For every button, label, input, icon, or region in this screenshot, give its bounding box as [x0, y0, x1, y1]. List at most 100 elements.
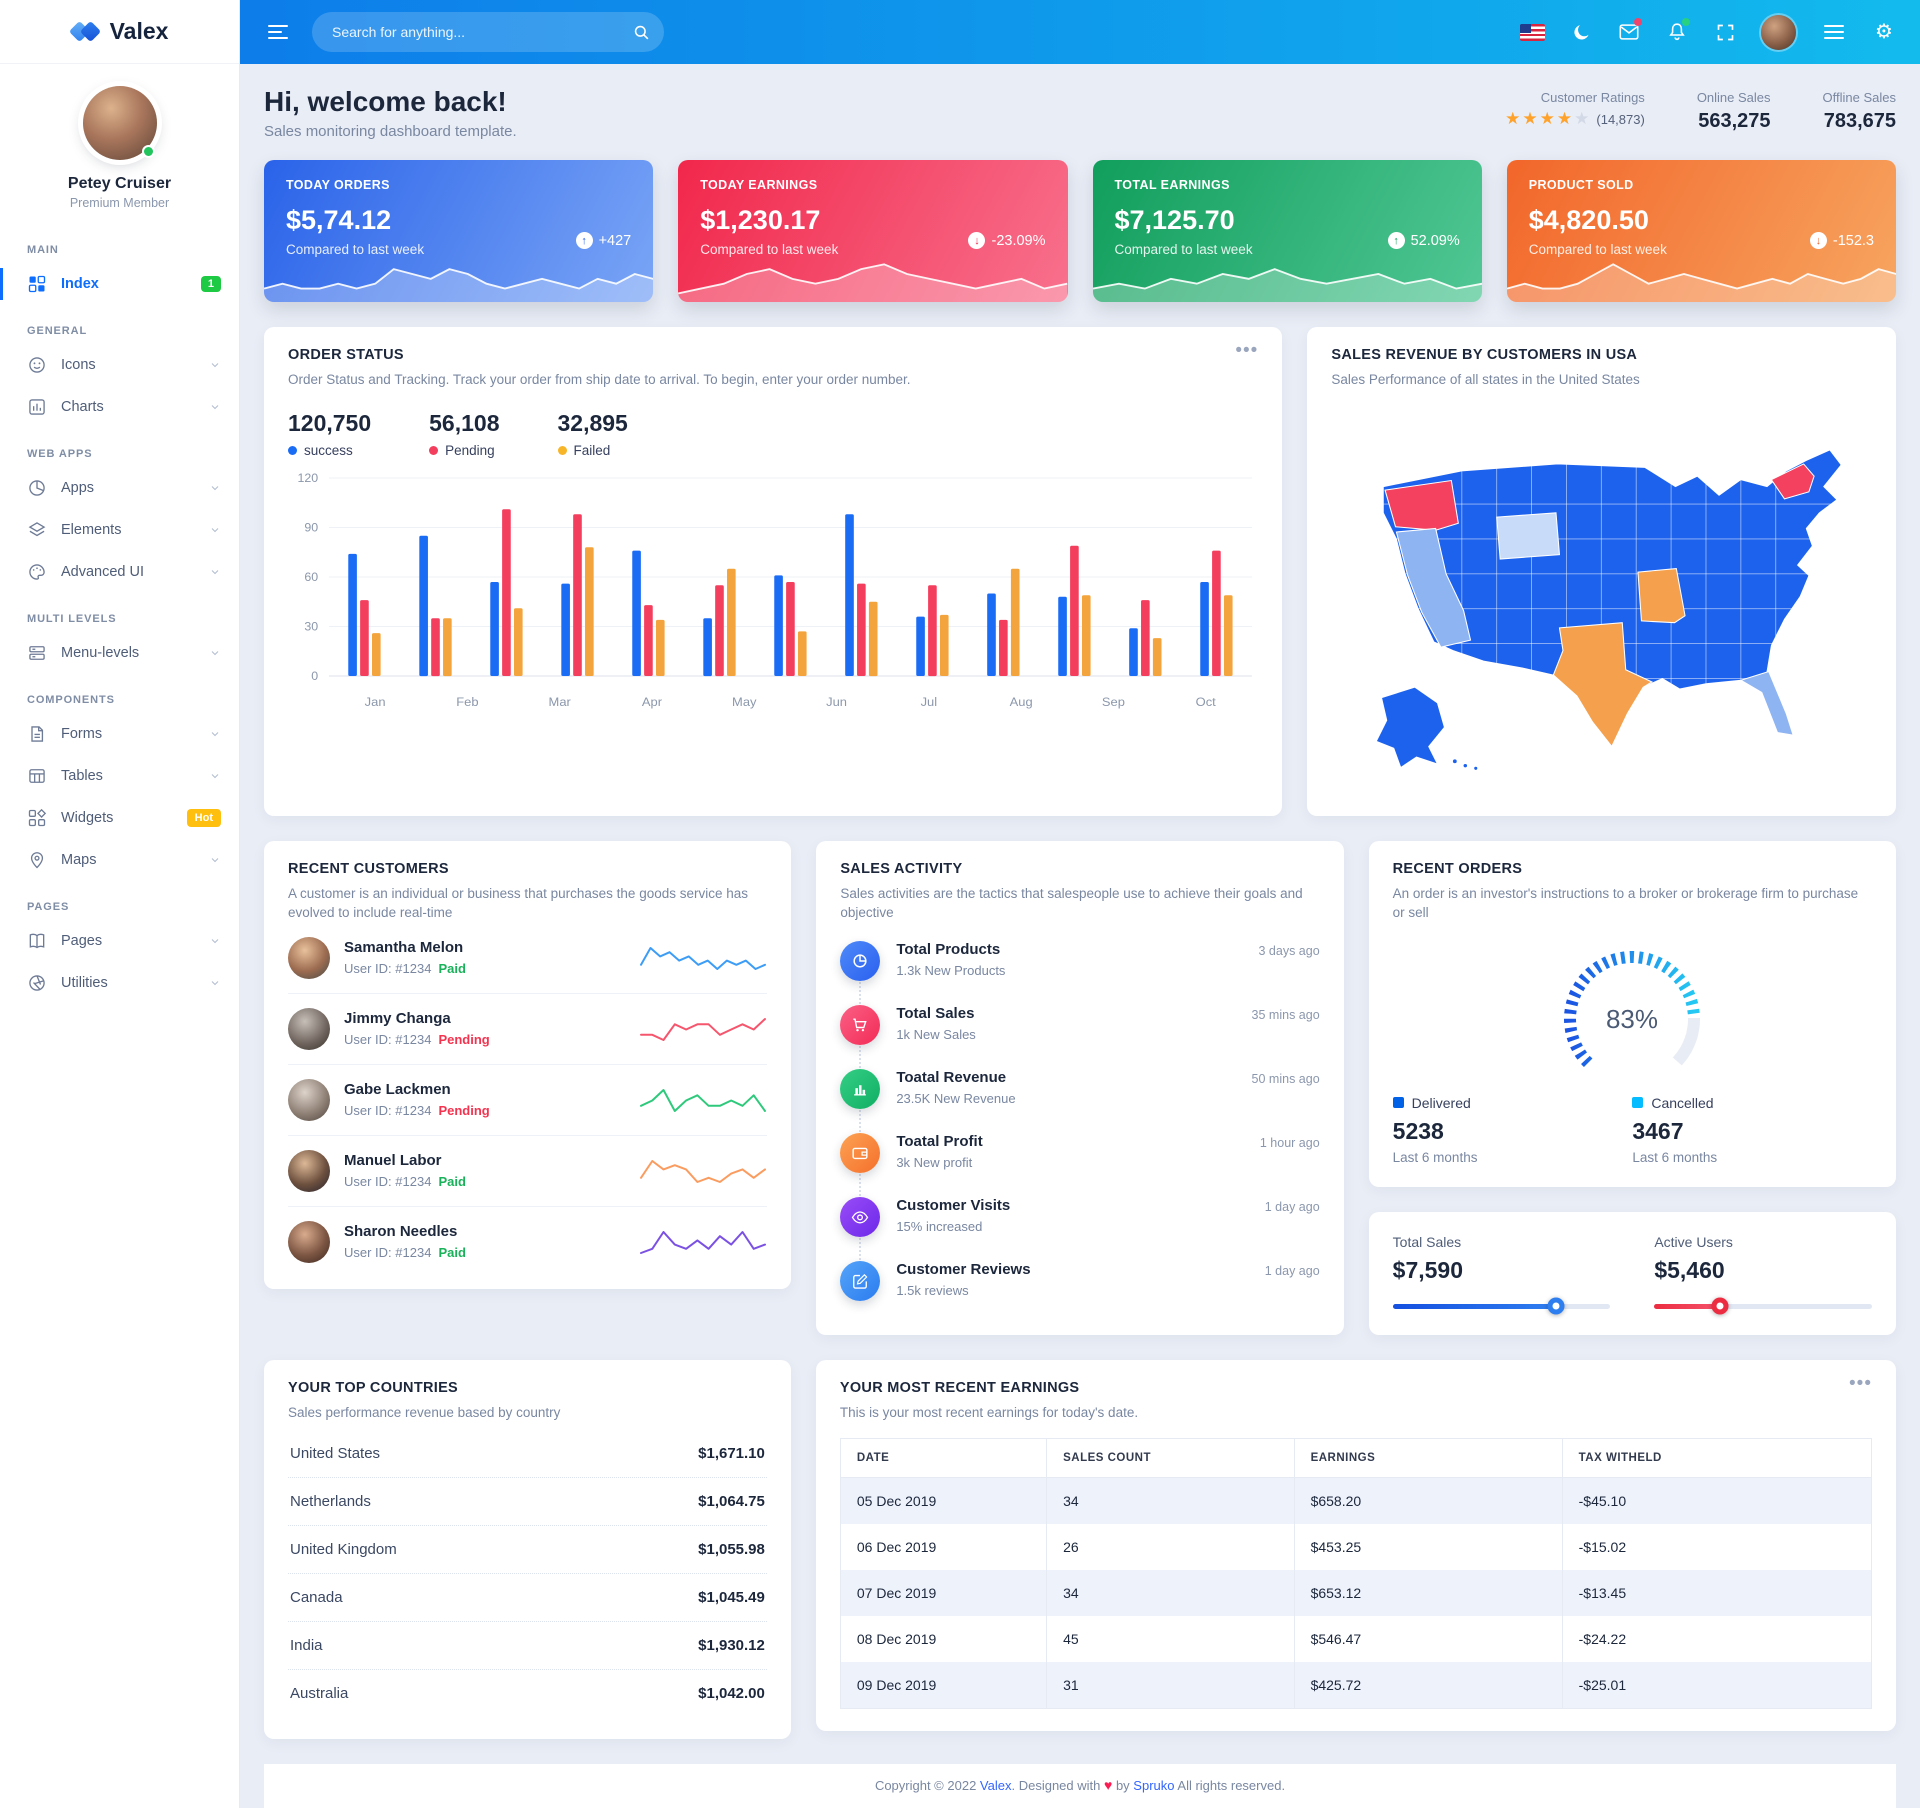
ratings-count: (14,873): [1596, 112, 1645, 127]
activity-row[interactable]: Toatal Profit 3k New profit 1 hour ago: [840, 1121, 1320, 1185]
sidebar-item-elements[interactable]: Elements: [0, 509, 239, 551]
panel-title: SALES ACTIVITY: [840, 860, 963, 877]
top-navbar: ⚙: [240, 0, 1920, 64]
sidebar-item-forms[interactable]: Forms: [0, 713, 239, 755]
panel-title: RECENT CUSTOMERS: [288, 860, 449, 877]
card-value: $4,820.50: [1528, 205, 1649, 235]
avatar: [288, 1220, 330, 1263]
total-sales-slider[interactable]: [1392, 1297, 1611, 1315]
sidebar-item-maps[interactable]: Maps: [0, 839, 239, 881]
activity-row[interactable]: Customer Reviews 1.5k reviews 1 day ago: [840, 1249, 1320, 1313]
chevron-down-icon: [209, 359, 221, 371]
right-panel-toggle-icon[interactable]: [1820, 21, 1848, 43]
more-options-icon[interactable]: •••: [1235, 340, 1259, 361]
sidebar-item-tables[interactable]: Tables: [0, 755, 239, 797]
card-value: $7,125.70: [1114, 205, 1235, 235]
svg-text:Jan: Jan: [365, 695, 386, 708]
activity-time: 1 hour ago: [1259, 1135, 1320, 1150]
sidebar-item-index[interactable]: Index 1: [0, 263, 239, 305]
svg-text:60: 60: [304, 570, 318, 583]
pie-chart-icon: [840, 940, 881, 981]
customer-row[interactable]: Samantha Melon User ID: #1234 Paid: [288, 923, 768, 994]
book-icon: [27, 931, 47, 951]
sidebar-item-label: Icons: [61, 357, 96, 373]
customer-row[interactable]: Gabe Lackmen User ID: #1234 Pending: [288, 1065, 768, 1136]
customer-row[interactable]: Jimmy Changa User ID: #1234 Pending: [288, 994, 768, 1065]
cart-icon: [840, 1004, 881, 1045]
sidebar-item-utilities[interactable]: Utilities: [0, 962, 239, 1004]
panel-desc: Sales activities are the tactics that sa…: [840, 885, 1303, 921]
order-status-bar-chart: 0 30 60 90 120 Jan Feb Mar Apr May Jun Jul Aug Sep Oct: [298, 471, 1252, 708]
panel-title: SALES REVENUE BY CUSTOMERS IN USA: [1331, 347, 1638, 363]
card-delta: ↓ -23.09%: [968, 232, 1046, 249]
sidebar-menu: MAIN Index 1 GENERAL Icons Charts WEB AP…: [0, 220, 239, 1028]
star-icon: ★: [1539, 109, 1557, 128]
footer-vendor-link[interactable]: Spruko: [1133, 1778, 1175, 1794]
widgets-icon: [27, 808, 47, 828]
sidebar-item-icons[interactable]: Icons: [0, 344, 239, 386]
product-sold-card[interactable]: PRODUCT SOLD $4,820.50 Compared to last …: [1506, 160, 1896, 302]
page-subtitle: Sales monitoring dashboard template.: [264, 123, 517, 140]
main-area: ⚙ Hi, welcome back! Sales monitoring das…: [240, 0, 1920, 1808]
widgets-hot-badge: Hot: [186, 809, 221, 827]
state-california: [1396, 527, 1472, 648]
footer-brand-link[interactable]: Valex: [979, 1778, 1012, 1794]
sidebar-item-pages[interactable]: Pages: [0, 920, 239, 962]
customer-row[interactable]: Manuel Labor User ID: #1234 Paid: [288, 1136, 768, 1207]
sidebar-item-charts[interactable]: Charts: [0, 386, 239, 428]
language-flag-icon[interactable]: [1520, 23, 1545, 41]
profile-avatar[interactable]: [82, 86, 157, 160]
search-icon[interactable]: [626, 17, 656, 47]
sidebar-item-menu-levels[interactable]: Menu-levels: [0, 632, 239, 674]
fullscreen-icon[interactable]: [1713, 20, 1737, 44]
today-orders-card[interactable]: TODAY ORDERS $5,74.12 Compared to last w…: [264, 160, 654, 302]
card-value: $5,74.12: [286, 205, 392, 235]
usa-choropleth-map[interactable]: [1331, 406, 1872, 794]
dark-mode-moon-icon[interactable]: [1569, 20, 1593, 44]
more-options-icon[interactable]: •••: [1849, 1372, 1872, 1394]
profile-name: Petey Cruiser: [67, 175, 172, 192]
global-search: [312, 12, 664, 52]
menu-section-main: MAIN: [27, 244, 59, 256]
activity-row[interactable]: Total Products 1.3k New Products 3 days a…: [840, 929, 1320, 993]
activity-row[interactable]: Customer Visits 15% increased 1 day ago: [840, 1185, 1320, 1249]
activity-row[interactable]: Total Sales 1k New Sales 35 mins ago: [840, 993, 1320, 1057]
total-earnings-card[interactable]: TOTAL EARNINGS $7,125.70 Compared to las…: [1092, 160, 1482, 302]
star-icon: ★: [1522, 109, 1540, 128]
settings-gear-icon[interactable]: ⚙: [1875, 21, 1893, 43]
sidebar-item-label: Utilities: [61, 975, 108, 991]
sidebar-item-apps[interactable]: Apps: [0, 467, 239, 509]
status-badge: Paid: [438, 961, 466, 977]
card-compare: Compared to last week: [700, 242, 839, 257]
search-input[interactable]: [330, 23, 616, 41]
user-avatar[interactable]: [1761, 14, 1796, 50]
online-status-dot: [141, 145, 155, 158]
card-value: $1,230.17: [700, 205, 821, 235]
wallet-icon: [840, 1132, 881, 1173]
notifications-bell-icon[interactable]: [1665, 18, 1690, 44]
pie-segment-icon: [27, 478, 47, 498]
map-pin-icon: [27, 850, 47, 870]
recent-earnings-panel: YOUR MOST RECENT EARNINGS This is your m…: [815, 1359, 1896, 1732]
active-users-slider[interactable]: [1654, 1297, 1872, 1315]
sidebar-toggle-icon[interactable]: [264, 21, 292, 43]
activity-row[interactable]: Toatal Revenue 23.5K New Revenue 50 mins …: [840, 1057, 1320, 1121]
state-florida: [1739, 670, 1795, 736]
sidebar-item-widgets[interactable]: Widgets Hot: [0, 797, 239, 839]
offline-sales-label: Offline Sales: [1822, 90, 1896, 105]
customer-row[interactable]: Sharon Needles User ID: #1234 Paid: [288, 1207, 767, 1267]
sidebar-item-advanced-ui[interactable]: Advanced UI: [0, 551, 239, 593]
table-row: 05 Dec 2019 34 $658.20 -$45.10: [839, 1477, 1873, 1525]
today-earnings-card[interactable]: TODAY EARNINGS $1,230.17 Compared to las…: [678, 160, 1068, 302]
svg-text:Mar: Mar: [549, 695, 571, 708]
online-sales-value: 563,275: [1698, 110, 1771, 132]
sidebar-item-label: Advanced UI: [61, 564, 145, 580]
messages-icon[interactable]: [1617, 18, 1642, 44]
slider-knob[interactable]: [1711, 1297, 1729, 1315]
pending-total: 56,108 Pending: [429, 409, 500, 458]
brand-logo[interactable]: Valex: [0, 0, 239, 64]
slider-knob[interactable]: [1547, 1297, 1565, 1315]
aperture-icon: [27, 973, 47, 993]
activity-time: 35 mins ago: [1251, 1007, 1320, 1022]
avatar: [288, 1078, 330, 1121]
